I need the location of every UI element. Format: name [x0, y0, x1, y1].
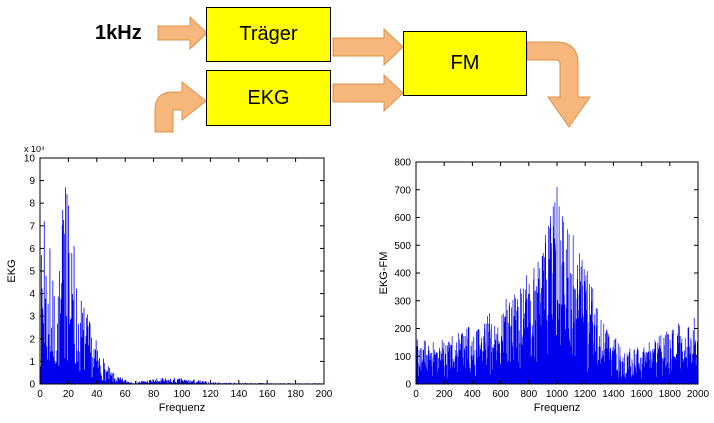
y-axis-label: EKG-FM — [378, 252, 390, 295]
y-exponent-label: x 10⁴ — [24, 146, 45, 154]
svg-text:1600: 1600 — [630, 389, 653, 400]
block-fm-label: FM — [450, 52, 480, 74]
block-ekg: EKG — [206, 70, 331, 126]
svg-text:20: 20 — [63, 389, 75, 400]
svg-text:60: 60 — [120, 389, 132, 400]
arrow-1khz-to-traeger — [157, 15, 208, 51]
svg-text:500: 500 — [394, 241, 411, 252]
svg-text:0: 0 — [405, 380, 411, 391]
svg-text:1200: 1200 — [574, 389, 597, 400]
arrow-fm-output — [526, 41, 591, 128]
svg-text:700: 700 — [394, 185, 411, 196]
block-ekg-label: EKG — [247, 86, 290, 109]
svg-text:0: 0 — [29, 380, 35, 391]
svg-text:800: 800 — [520, 389, 537, 400]
svg-text:100: 100 — [174, 389, 191, 400]
ekg-spectrum-chart: 0 20 40 60 80 100 120 140 160 180 200 0 1 2 3 4 5 6 7 8 9 10 F… — [6, 146, 338, 418]
axis-ticks — [415, 161, 699, 385]
svg-text:1400: 1400 — [602, 389, 625, 400]
svg-text:400: 400 — [464, 389, 481, 400]
svg-text:120: 120 — [202, 389, 219, 400]
svg-text:200: 200 — [394, 324, 411, 335]
arrow-into-ekg — [154, 80, 207, 133]
svg-text:1: 1 — [29, 357, 35, 368]
svg-text:3: 3 — [29, 312, 35, 323]
diagram-arrows — [154, 15, 591, 133]
svg-text:40: 40 — [91, 389, 103, 400]
svg-text:180: 180 — [287, 389, 304, 400]
svg-text:800: 800 — [394, 158, 411, 169]
svg-text:80: 80 — [148, 389, 160, 400]
svg-text:200: 200 — [436, 389, 453, 400]
svg-text:1800: 1800 — [659, 389, 682, 400]
input-frequency-label: 1kHz — [95, 22, 142, 44]
x-tick-labels: 0 200 400 600 800 1000 1200 1400 1600 1800 2000 — [413, 389, 709, 400]
plot-area: 0 20 40 60 80 100 120 140 160 180 200 0 1 2 3 4 5 6 7 8 9 10 F… — [6, 146, 333, 414]
svg-text:0: 0 — [413, 389, 419, 400]
svg-text:6: 6 — [29, 244, 35, 255]
svg-text:600: 600 — [394, 213, 411, 224]
y-tick-labels: 0 1 2 3 4 5 6 7 8 9 10 — [24, 154, 36, 391]
plot-area: 0 200 400 600 800 1000 1200 1400 1600 1800 2000 0 10… — [378, 158, 710, 415]
block-traeger: Träger — [206, 7, 331, 62]
x-tick-labels: 0 20 40 60 80 100 120 140 160 180 200 — [37, 389, 333, 400]
svg-text:600: 600 — [492, 389, 509, 400]
arrow-ekg-to-fm — [332, 73, 404, 113]
svg-text:2: 2 — [29, 334, 35, 345]
svg-text:400: 400 — [394, 269, 411, 280]
block-traeger-label: Träger — [239, 23, 298, 45]
ekg-fm-spectrum-chart: 0 200 400 600 800 1000 1200 1400 1600 1800 2000 0 10… — [378, 146, 712, 418]
svg-text:9: 9 — [29, 176, 35, 187]
y-axis-label: EKG — [6, 259, 18, 282]
svg-text:4: 4 — [29, 289, 35, 300]
svg-text:5: 5 — [29, 267, 35, 278]
svg-text:0: 0 — [37, 389, 43, 400]
x-axis-label: Frequenz — [159, 402, 205, 414]
y-tick-labels: 0 100 200 300 400 500 600 700 800 — [394, 158, 411, 391]
svg-text:1000: 1000 — [546, 389, 569, 400]
svg-text:2000: 2000 — [687, 389, 710, 400]
svg-text:7: 7 — [29, 221, 35, 232]
axis-ticks — [39, 157, 325, 385]
svg-text:8: 8 — [29, 199, 35, 210]
svg-text:100: 100 — [394, 352, 411, 363]
svg-text:200: 200 — [316, 389, 333, 400]
x-axis-label: Frequenz — [534, 402, 580, 414]
arrow-traeger-to-fm — [332, 27, 404, 67]
block-fm: FM — [403, 31, 527, 96]
svg-text:300: 300 — [394, 296, 411, 307]
svg-text:140: 140 — [230, 389, 247, 400]
svg-text:10: 10 — [24, 154, 36, 165]
svg-text:160: 160 — [259, 389, 276, 400]
